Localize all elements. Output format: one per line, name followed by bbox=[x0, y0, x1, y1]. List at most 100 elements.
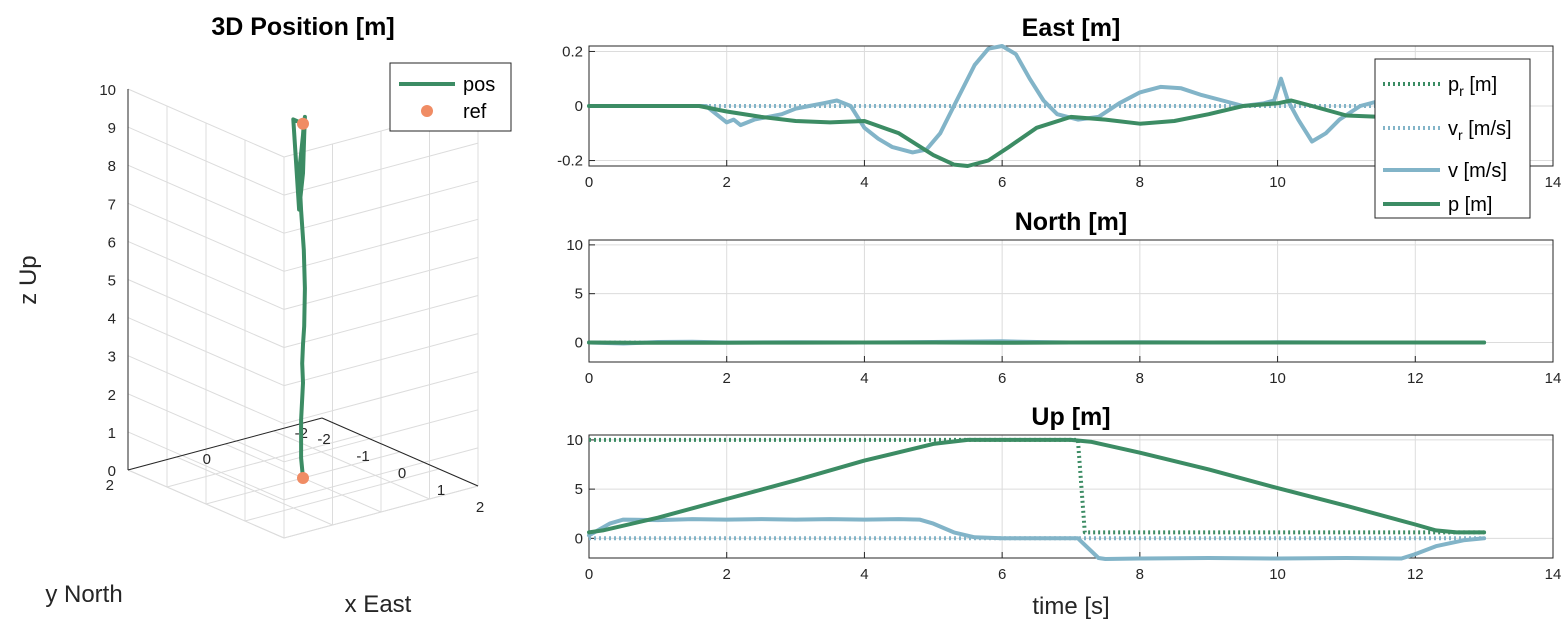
pos3d-title: 3D Position [m] bbox=[211, 13, 394, 41]
east-xtick-4: 8 bbox=[1136, 174, 1144, 191]
north-xtick-7: 14 bbox=[1545, 370, 1562, 387]
up-title: Up [m] bbox=[1031, 403, 1110, 431]
pos3d-series-pos bbox=[291, 114, 307, 480]
up-series-v-m-s bbox=[587, 517, 1487, 561]
pos3d-ztick-5: 5 bbox=[108, 273, 116, 290]
north-axes-box bbox=[588, 239, 1554, 363]
up-series-p-r-m bbox=[589, 437, 1485, 535]
up-ytick-2: 10 bbox=[566, 432, 583, 449]
pos3d-ztick-1: 1 bbox=[108, 425, 116, 442]
up-axes: 0 2 4 6 8 10 12 14 0 5 10 Up [m] time [s] bbox=[566, 403, 1561, 620]
pos3d-zlabel: z Up bbox=[15, 255, 42, 304]
pos3d-axes: 3D Position [m] 012345678910-2-1012-202 … bbox=[15, 13, 512, 618]
up-ytick-1: 5 bbox=[575, 481, 583, 498]
north-xtick-2: 4 bbox=[860, 370, 868, 387]
pos3d-ylabel: y North bbox=[45, 581, 122, 608]
pos3d-back-zgrid-10 bbox=[127, 88, 285, 158]
pos3d-ytick-1: 0 bbox=[203, 451, 211, 468]
north-xtick-3: 6 bbox=[998, 370, 1006, 387]
up-xtick-0: 0 bbox=[585, 566, 593, 583]
up-xtick-3: 6 bbox=[998, 566, 1006, 583]
east-legend-vr-label: vr [m/s] bbox=[1448, 118, 1512, 143]
pos3d-legend-ref-label: ref bbox=[463, 101, 487, 123]
pos3d-back-zgrid-8 bbox=[127, 164, 285, 234]
east-ytick-0: -0.2 bbox=[557, 153, 583, 170]
east-legend-box bbox=[1374, 58, 1531, 219]
pos3d-xaxis-line bbox=[321, 417, 479, 487]
up-xtick-6: 12 bbox=[1407, 566, 1424, 583]
pos3d-back-zgrid-4 bbox=[127, 317, 285, 387]
pos3d-ztick-9: 9 bbox=[108, 120, 116, 137]
pos3d-side-zgrid-7 bbox=[283, 218, 479, 272]
pos3d-xtick-2: 0 bbox=[398, 465, 406, 482]
pos3d-legend-ref-marker bbox=[421, 105, 433, 117]
pos3d-yaxis-line bbox=[127, 417, 323, 471]
east-legend-pr-sub: r bbox=[1459, 83, 1464, 99]
east-legend-pr-unit: [m] bbox=[1464, 74, 1497, 96]
east-legend: pr [m] vr [m/s] v [m/s] p [m] bbox=[1374, 58, 1531, 219]
east-xtick-1: 2 bbox=[723, 174, 731, 191]
pos3d-xtick-3: 1 bbox=[437, 482, 445, 499]
pos3d-legend-pos-label: pos bbox=[463, 74, 495, 96]
up-xlabel: time [s] bbox=[1032, 593, 1109, 620]
pos3d-back-zgrid-6 bbox=[127, 240, 285, 310]
pos3d-ztick-4: 4 bbox=[108, 311, 116, 328]
up-series-p-m bbox=[587, 437, 1487, 535]
east-xtick-3: 6 bbox=[998, 174, 1006, 191]
pos3d-ztick-2: 2 bbox=[108, 387, 116, 404]
east-series-v-m-s bbox=[587, 44, 1438, 155]
up-xtick-2: 4 bbox=[860, 566, 868, 583]
pos3d-ztick-10: 10 bbox=[99, 82, 116, 99]
pos3d-xtick-1: -1 bbox=[356, 448, 369, 465]
pos3d-ztick-0: 0 bbox=[108, 463, 116, 480]
east-xtick-2: 4 bbox=[860, 174, 868, 191]
pos3d-side-zgrid-9 bbox=[283, 142, 479, 196]
pos3d-side-zgrid-8 bbox=[283, 180, 479, 234]
pos3d-legend-box bbox=[389, 62, 512, 132]
north-title: North [m] bbox=[1015, 208, 1127, 236]
pos3d-ztick-7: 7 bbox=[108, 196, 116, 213]
pos3d-ytick-2: 2 bbox=[106, 477, 114, 494]
east-ytick-2: 0.2 bbox=[562, 43, 583, 60]
up-xtick-4: 8 bbox=[1136, 566, 1144, 583]
east-title: East [m] bbox=[1022, 14, 1121, 42]
east-series-p-m bbox=[587, 98, 1418, 168]
pos3d-back-zgrid-5 bbox=[127, 279, 285, 348]
up-xtick-1: 2 bbox=[723, 566, 731, 583]
pos3d-back-zgrid-0 bbox=[127, 469, 285, 539]
pos3d-ref-marker-0 bbox=[297, 472, 309, 484]
up-xtick-5: 10 bbox=[1269, 566, 1286, 583]
pos3d-floor-ygrid-3 bbox=[176, 456, 333, 526]
pos3d-side-zgrid-2 bbox=[283, 409, 479, 463]
north-xtick-6: 12 bbox=[1407, 370, 1424, 387]
pos3d-xtick-4: 2 bbox=[476, 499, 484, 516]
pos3d-ztick-8: 8 bbox=[108, 158, 116, 175]
east-xtick-5: 10 bbox=[1269, 174, 1286, 191]
pos3d-side-zgrid-1 bbox=[283, 447, 479, 501]
north-xtick-5: 10 bbox=[1269, 370, 1286, 387]
north-ytick-1: 5 bbox=[575, 286, 583, 303]
east-xtick-0: 0 bbox=[585, 174, 593, 191]
north-xtick-0: 0 bbox=[585, 370, 593, 387]
pos3d-xtick-0: -2 bbox=[317, 431, 330, 448]
pos3d-back-zgrid-2 bbox=[127, 393, 285, 463]
pos3d-xlabel: x East bbox=[345, 591, 412, 618]
north-xtick-4: 8 bbox=[1136, 370, 1144, 387]
pos3d-ztick-6: 6 bbox=[108, 234, 116, 251]
east-legend-p-label: p [m] bbox=[1448, 194, 1492, 216]
north-ytick-2: 10 bbox=[566, 237, 583, 254]
north-axes: 0 2 4 6 8 10 12 14 0 5 10 North [m] bbox=[566, 208, 1561, 387]
up-axes-box bbox=[588, 434, 1554, 559]
east-legend-pr-label: pr [m] bbox=[1448, 74, 1497, 99]
east-legend-v-label: v [m/s] bbox=[1448, 160, 1507, 182]
east-xtick-7: 14 bbox=[1545, 174, 1562, 191]
pos3d-legend: pos ref bbox=[389, 62, 512, 132]
north-ytick-0: 0 bbox=[575, 334, 583, 351]
east-legend-vr-sub: r bbox=[1458, 127, 1463, 143]
pos3d-ztick-3: 3 bbox=[108, 349, 116, 366]
pos3d-back-zgrid-7 bbox=[127, 202, 285, 272]
pos3d-side-zgrid-3 bbox=[283, 371, 479, 425]
pos3d-side-zgrid-6 bbox=[283, 256, 479, 310]
pos3d-side-zgrid-0 bbox=[283, 485, 479, 539]
